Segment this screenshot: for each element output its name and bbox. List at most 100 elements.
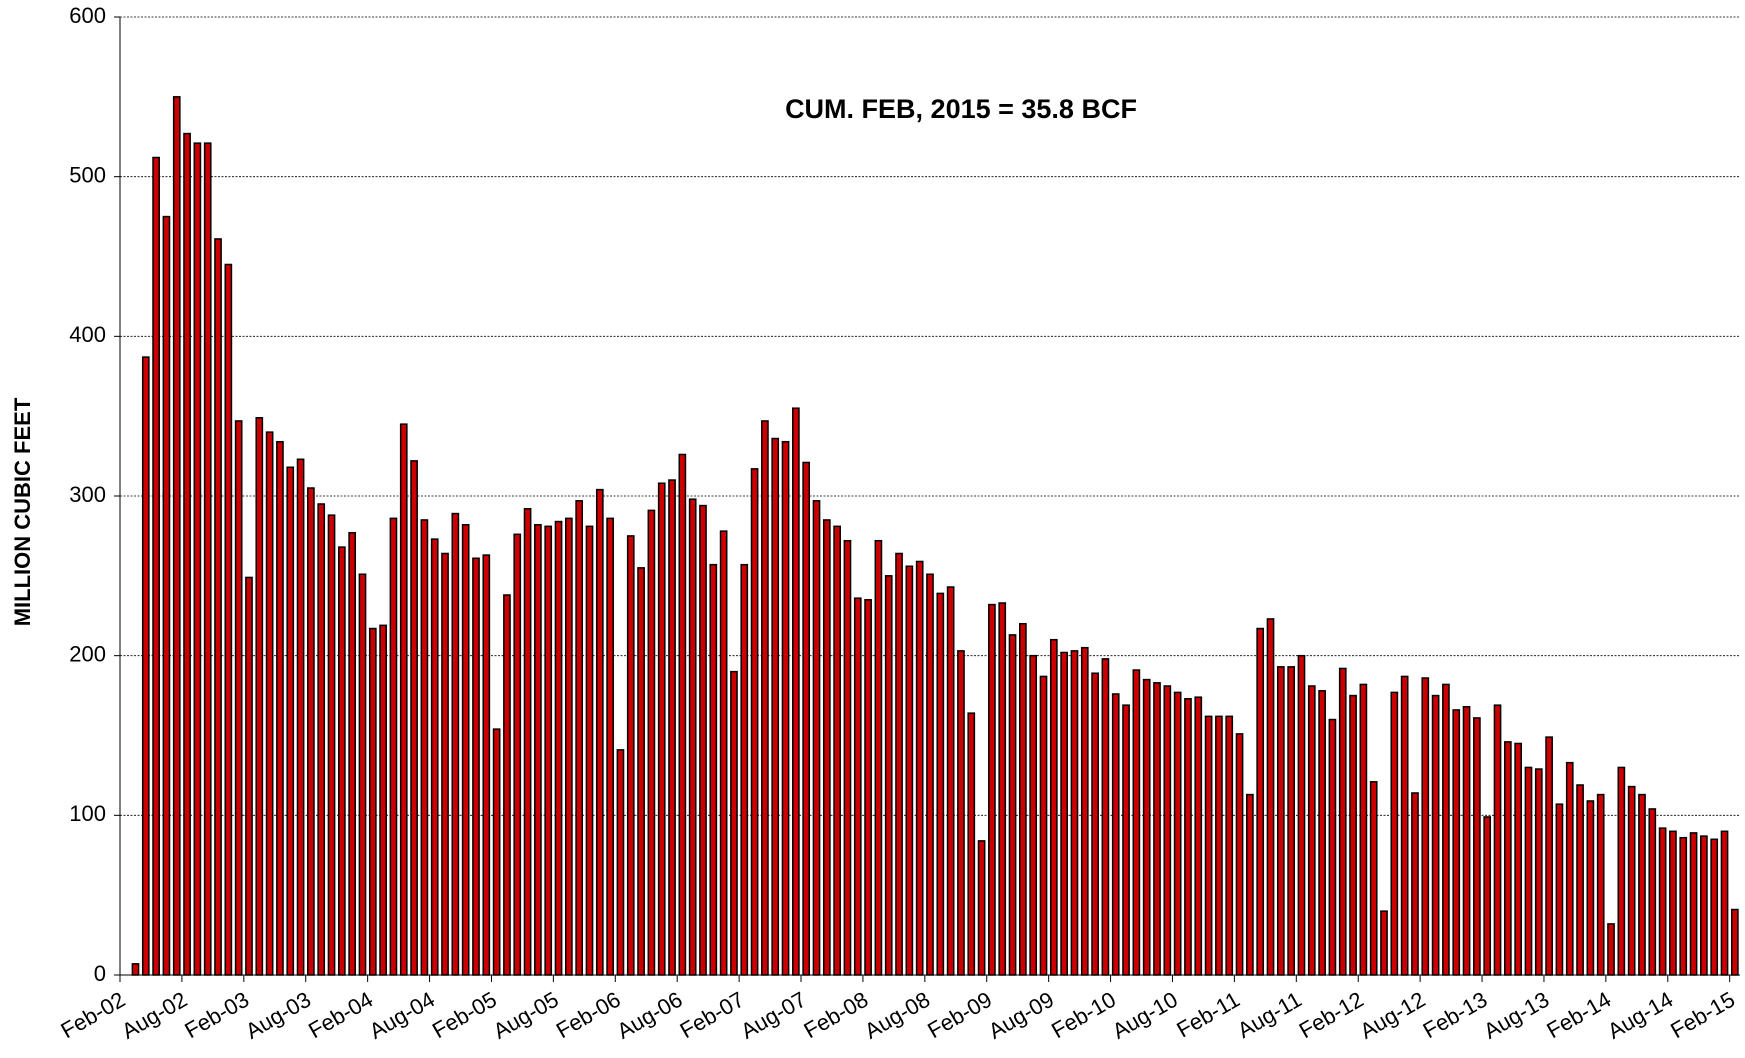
bar [709,563,718,976]
bar [1421,677,1430,976]
bar [1266,618,1275,976]
bar [1163,685,1172,976]
bar [915,560,924,976]
x-tick-label: Feb-07 [676,987,749,1044]
bar [1153,682,1161,976]
bar [1514,742,1522,976]
y-tick-label: 600 [69,3,106,28]
bar [864,599,872,976]
bar [1019,622,1027,976]
x-tick-label: Feb-08 [799,987,872,1044]
y-tick-label: 400 [69,322,106,347]
bar [761,420,769,976]
bar [565,517,573,976]
bar [1225,715,1234,976]
bar [1142,678,1151,976]
bar [884,575,893,976]
bar [1184,698,1192,976]
x-tick-label: Feb-04 [304,987,377,1044]
bar [1565,761,1574,976]
bar [1111,693,1120,976]
bar [1411,792,1419,976]
bar [822,519,831,976]
bar [1689,832,1698,976]
bar [368,627,377,976]
bar [1287,666,1295,976]
x-tick-label: Aug-11 [1233,987,1306,1043]
bar [441,552,449,976]
bar [895,552,903,976]
bar [1318,690,1326,976]
bar [286,466,295,976]
bar [1307,685,1316,976]
bar [1060,651,1068,976]
bar [1431,694,1440,976]
bar [1049,638,1058,976]
bar [523,508,532,976]
bar [1658,827,1667,976]
x-tick-label: Aug-12 [1356,987,1430,1044]
bar [926,573,934,976]
bar [461,523,470,976]
x-tick-label: Feb-12 [1295,987,1368,1044]
x-tick-label: Feb-05 [428,987,501,1044]
bar [358,573,367,976]
bar [472,557,480,976]
bar [1462,706,1471,976]
bar [616,749,625,976]
bar [843,539,852,976]
x-tick-label: Aug-06 [613,987,687,1044]
bar [1710,838,1719,976]
x-tick-label: Feb-15 [1666,987,1739,1044]
annotation: CUM. FEB, 2015 = 35.8 BCF [785,94,1137,124]
bar [730,670,738,976]
bar [255,417,264,976]
bar [234,420,243,976]
bar [946,586,955,976]
bar [1617,766,1626,976]
bar [1607,923,1615,976]
x-tick-label: Feb-03 [180,987,253,1044]
bar [430,538,439,976]
bar [595,488,604,976]
x-tick-label: Aug-13 [1479,987,1553,1044]
bar [1101,658,1110,976]
bar [513,533,522,976]
bar [1627,785,1636,976]
bar [152,156,160,976]
bar [348,531,357,976]
bar [1039,675,1048,976]
x-tick-label: Feb-13 [1419,987,1492,1044]
bar [647,509,656,976]
bar [265,431,274,976]
x-tick-label: Feb-11 [1172,987,1243,1043]
bar [162,215,171,976]
bar [131,963,140,976]
bar [1070,650,1079,976]
x-tick-label: Feb-09 [923,987,996,1044]
bar [812,500,821,976]
bar [699,504,707,976]
x-tick-label: Aug-03 [241,987,315,1044]
bar [1369,781,1378,976]
bar [214,238,222,976]
bar [1596,793,1605,976]
bar [1669,830,1677,976]
x-tick-label: Feb-14 [1542,987,1615,1044]
bar [833,525,841,976]
bar [575,500,584,976]
bar [482,554,491,976]
bar [1173,691,1182,976]
bar [626,535,635,976]
bar [379,624,387,976]
bar [554,520,563,976]
bar [688,498,697,976]
bar [771,437,780,976]
bar [853,597,862,976]
bar [678,453,687,976]
bar [657,482,666,976]
bar [967,712,976,976]
x-tick-label: Aug-05 [489,987,563,1044]
bar [792,407,800,976]
bar [1576,784,1584,976]
